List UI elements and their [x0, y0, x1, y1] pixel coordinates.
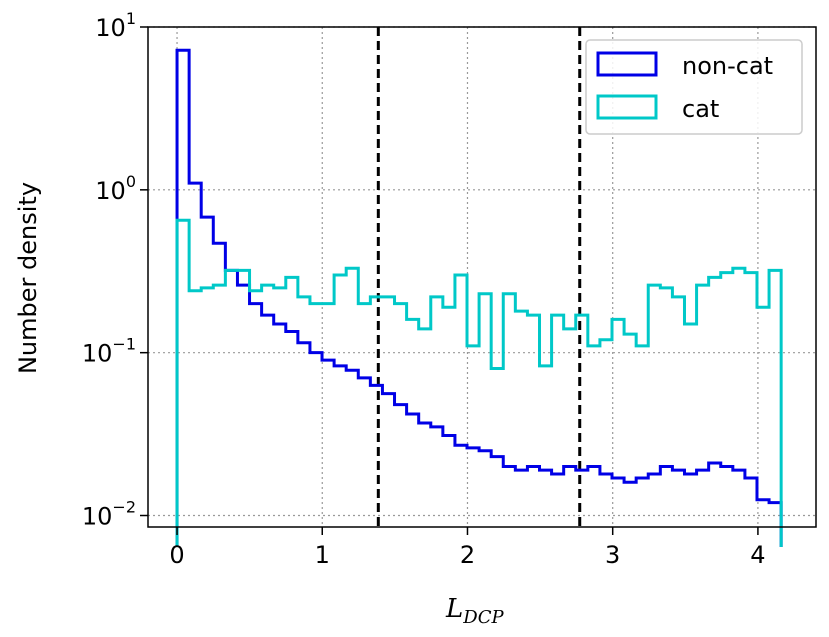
x-tick-label: 3	[605, 541, 620, 569]
x-axis-label-subscript: DCP	[462, 607, 504, 628]
x-tick-label: 0	[169, 541, 184, 569]
x-tick-label: 4	[750, 541, 765, 569]
plot-frame	[147, 26, 817, 528]
series-layer	[175, 48, 783, 547]
y-axis-label: Number density	[14, 182, 42, 374]
y-tick-base: 10	[95, 14, 126, 42]
legend-label-cat: cat	[682, 95, 719, 123]
y-tick-base: 10	[95, 177, 126, 205]
series-cat-step-line	[175, 218, 783, 547]
legend-label-non-cat: non-cat	[682, 52, 773, 80]
y-tick-exponent: −2	[112, 498, 136, 517]
y-tick-label: 10−2	[82, 498, 136, 531]
x-tick-label: 2	[460, 541, 475, 569]
series-non-cat-step-line	[175, 48, 783, 547]
legend-swatch-non-cat	[596, 51, 658, 77]
legend-frame	[585, 39, 803, 135]
y-tick-label: 101	[95, 9, 136, 42]
y-tick-exponent: 0	[126, 172, 136, 191]
y-tick-label: 10−1	[82, 335, 136, 368]
x-axis-label-main: L	[445, 594, 463, 624]
y-tick-base: 10	[82, 340, 113, 368]
x-axis-label: LDCP	[445, 594, 504, 628]
legend-swatch-cat	[596, 94, 658, 120]
x-tick-label: 1	[315, 541, 330, 569]
y-tick-exponent: −1	[112, 335, 136, 354]
legend: non-cat cat	[585, 39, 803, 135]
y-tick-label: 100	[95, 172, 136, 205]
y-tick-exponent: 1	[126, 9, 136, 28]
y-tick-base: 10	[82, 503, 113, 531]
